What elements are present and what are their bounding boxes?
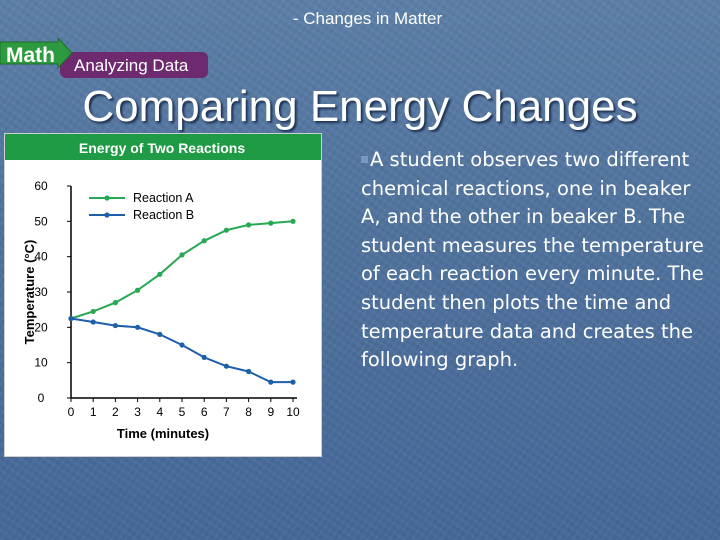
math-analyzing-data-badge: Math Analyzing Data: [0, 38, 210, 80]
slide-title: Comparing Energy Changes: [82, 82, 638, 131]
x-tick-label: 7: [223, 405, 230, 419]
y-tick-label: 30: [34, 285, 48, 299]
x-tick-label: 3: [134, 405, 141, 419]
y-tick-label: 50: [34, 214, 48, 228]
body-text: A student observes two different chemica…: [361, 148, 704, 372]
header-text: - Changes in Matter: [292, 9, 443, 28]
data-point-a: [135, 287, 141, 293]
analyzing-data-label: Analyzing Data: [74, 56, 189, 75]
x-tick-label: 10: [286, 405, 300, 419]
y-axis-label: Temperature (°C): [22, 240, 37, 345]
legend: Reaction A Reaction B: [89, 191, 194, 222]
y-tick-label: 0: [38, 391, 45, 405]
data-point-b: [223, 363, 229, 369]
math-label: Math: [6, 44, 55, 67]
series-group: [68, 218, 296, 385]
x-tick-label: 4: [156, 405, 163, 419]
legend-marker-a: [104, 195, 110, 201]
body-paragraph: A student observes two different chemica…: [361, 146, 706, 375]
data-point-b: [201, 354, 207, 360]
bullet-square-icon: [361, 156, 368, 163]
chart-title: Energy of Two Reactions: [79, 140, 245, 156]
data-point-b: [90, 319, 96, 325]
x-axis-label: Time (minutes): [117, 426, 209, 441]
x-tick-label: 9: [267, 405, 274, 419]
data-point-b: [112, 322, 118, 329]
chart-svg: Energy of Two Reactions 0 10 20 30 40 50 60 0 1 2…: [5, 134, 321, 441]
energy-chart: Energy of Two Reactions 0 10 20 30 40 50 60 0 1 2…: [4, 133, 322, 457]
x-tick-label: 1: [90, 405, 97, 419]
y-tick-label: 40: [34, 250, 48, 264]
data-point-b: [290, 379, 296, 385]
y-tick-label: 10: [34, 356, 48, 370]
axis-ticks: 0 10 20 30 40 50 60 0 1 2 3 4 5 6 7 8 9 10: [34, 179, 300, 419]
y-tick-label: 60: [34, 179, 48, 193]
chart-title-bar: [5, 134, 321, 160]
x-tick-label: 0: [68, 405, 75, 419]
data-point-a: [223, 227, 229, 233]
legend-label-b: Reaction B: [133, 208, 194, 222]
data-point-b: [268, 379, 274, 385]
data-point-b: [246, 368, 252, 375]
data-point-b: [179, 342, 185, 348]
x-tick-label: 6: [201, 405, 208, 419]
data-point-a: [179, 252, 185, 258]
data-point-a: [201, 238, 207, 244]
x-tick-label: 5: [179, 405, 186, 419]
data-point-b: [157, 331, 163, 337]
legend-marker-b: [104, 212, 110, 218]
data-point-a: [246, 222, 252, 228]
data-point-a: [290, 218, 296, 224]
data-point-a: [112, 300, 118, 306]
legend-label-a: Reaction A: [133, 191, 194, 205]
x-tick-label: 8: [245, 405, 252, 419]
y-tick-label: 20: [34, 320, 48, 334]
data-point-a: [157, 271, 163, 277]
series-line-a: [70, 220, 294, 320]
series-line-b: [70, 317, 293, 384]
data-point-a: [90, 308, 96, 315]
x-tick-label: 2: [112, 405, 119, 419]
data-point-a: [268, 220, 274, 226]
data-point-b: [68, 315, 74, 322]
data-point-b: [135, 324, 141, 330]
